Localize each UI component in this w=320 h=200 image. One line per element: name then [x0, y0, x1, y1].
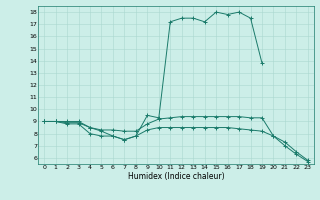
X-axis label: Humidex (Indice chaleur): Humidex (Indice chaleur)	[128, 172, 224, 181]
